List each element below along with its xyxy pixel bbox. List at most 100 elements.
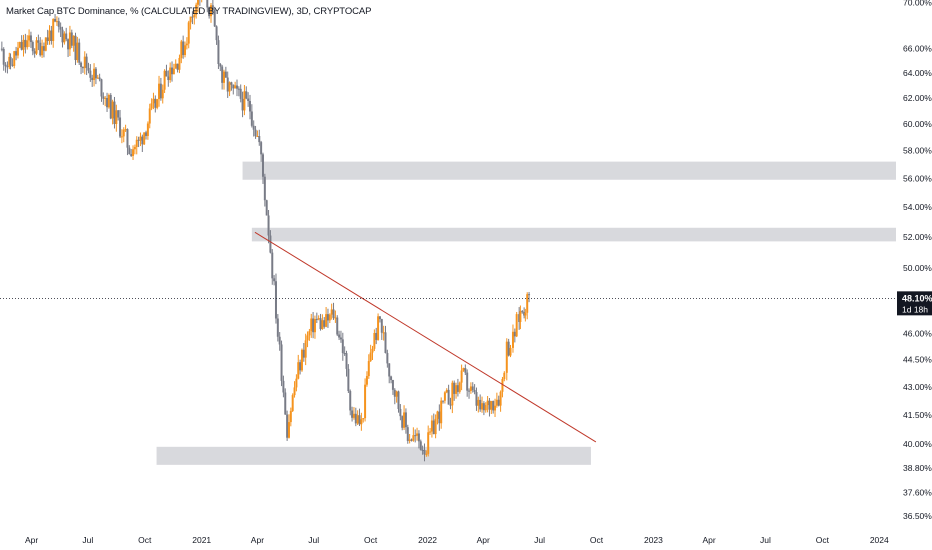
- y-tick-label: 41.50%: [903, 410, 932, 420]
- candle-body: [345, 353, 348, 369]
- candle-body: [462, 368, 465, 371]
- candle-body: [174, 63, 177, 69]
- candle-body: [449, 404, 452, 406]
- x-tick-label: Jul: [308, 535, 319, 545]
- candle-body: [326, 314, 329, 321]
- candle-body: [235, 85, 238, 89]
- y-tick-label: 44.50%: [903, 355, 932, 365]
- candle-body: [358, 415, 361, 425]
- candle-body: [65, 33, 68, 40]
- candle-body: [438, 411, 441, 424]
- candle-body: [440, 400, 443, 424]
- x-tick-label: 2021: [192, 535, 211, 545]
- trendline: [254, 231, 597, 443]
- candle-body: [421, 449, 424, 451]
- candle-body: [252, 125, 255, 130]
- candle-body: [42, 46, 45, 51]
- candle-body: [132, 149, 135, 156]
- candle-body: [98, 77, 101, 80]
- candle-body: [18, 41, 21, 48]
- candle-body: [267, 215, 270, 236]
- candle-body: [176, 63, 179, 70]
- candle-body: [414, 435, 417, 437]
- candle-body: [137, 139, 140, 141]
- candle-body: [336, 317, 339, 335]
- y-tick-label: 37.60%: [903, 488, 932, 498]
- candle-body: [494, 405, 497, 411]
- candle-body: [334, 317, 337, 319]
- candle-body: [455, 385, 458, 394]
- candle-body: [492, 401, 495, 411]
- candle-body: [468, 390, 471, 392]
- y-tick-label: 52.00%: [903, 232, 932, 242]
- candle-body: [528, 294, 531, 296]
- candle-body: [430, 420, 433, 432]
- candle-body: [258, 136, 261, 143]
- y-tick-label: 66.00%: [903, 44, 932, 54]
- candle-body: [523, 312, 526, 316]
- candle-body: [239, 88, 242, 99]
- y-tick-label: 60.00%: [903, 119, 932, 129]
- candle-body: [44, 37, 47, 51]
- candle-body: [282, 380, 285, 393]
- candle-body: [213, 9, 216, 27]
- candle-body: [145, 132, 148, 136]
- candle-body: [456, 385, 459, 392]
- candle-body: [146, 123, 149, 136]
- candle-body: [6, 66, 9, 68]
- candle-body: [367, 361, 370, 377]
- candle-body: [276, 318, 279, 337]
- candle-body: [473, 390, 476, 393]
- candle-body: [308, 331, 311, 336]
- candle-body: [31, 42, 34, 52]
- x-tick-label: Oct: [364, 535, 378, 545]
- candle-body: [284, 392, 287, 415]
- candle-body: [0, 48, 3, 50]
- candle-body: [217, 40, 220, 65]
- sr-zone: [156, 446, 591, 465]
- candle-body: [135, 139, 138, 147]
- candle-body: [453, 382, 456, 394]
- candle-body: [501, 379, 504, 392]
- candle-body: [339, 337, 342, 340]
- candle-body: [156, 99, 159, 108]
- candle-body: [432, 420, 435, 435]
- candle-body: [234, 85, 237, 89]
- candle-body: [76, 42, 79, 61]
- y-tick-label: 50.00%: [903, 263, 932, 273]
- candle-body: [330, 309, 333, 315]
- candle-body: [178, 57, 181, 70]
- candle-body: [488, 400, 491, 410]
- candle-body: [481, 403, 484, 410]
- candle-body: [113, 101, 116, 124]
- candle-body: [2, 48, 5, 65]
- candle-body: [245, 91, 248, 99]
- candle-body: [351, 410, 354, 418]
- candle-body: [499, 391, 502, 406]
- candle-body: [46, 37, 49, 42]
- candle-body: [417, 433, 420, 442]
- candle-body: [362, 418, 365, 420]
- candle-body: [442, 400, 445, 402]
- candle-body: [139, 136, 142, 141]
- candle-body: [133, 146, 136, 150]
- candle-body: [319, 318, 322, 330]
- candle-body: [13, 51, 16, 66]
- candle-body: [503, 372, 506, 380]
- candle-body: [104, 98, 107, 100]
- candle-body: [33, 51, 36, 54]
- candle-body: [16, 47, 19, 56]
- candle-body: [89, 70, 92, 78]
- candle-body: [291, 395, 294, 411]
- candle-body: [39, 42, 42, 56]
- candle-body: [87, 67, 90, 71]
- candle-body: [497, 399, 500, 406]
- candle-body: [4, 64, 7, 67]
- candle-body: [224, 71, 227, 78]
- candle-body: [475, 392, 478, 406]
- candle-body: [325, 314, 328, 327]
- candle-body: [390, 376, 393, 381]
- candle-body: [495, 399, 498, 406]
